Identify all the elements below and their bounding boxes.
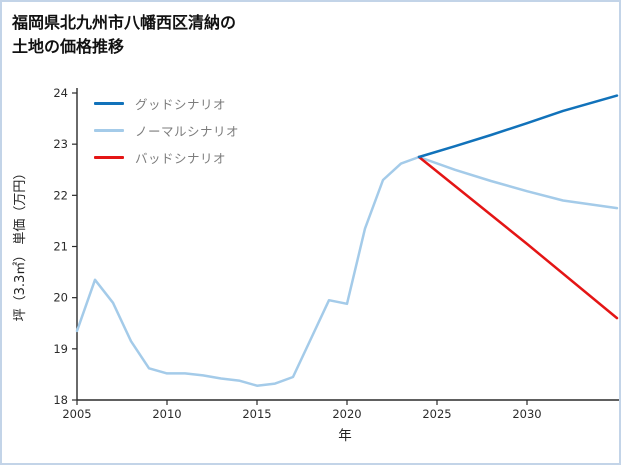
legend-item-normal-scenario: ノーマルシナリオ bbox=[94, 121, 239, 139]
legend-label-good-scenario: グッドシナリオ bbox=[135, 96, 227, 112]
series-line-bad bbox=[417, 155, 619, 320]
series-line-good bbox=[417, 94, 619, 159]
legend-item-good-scenario: グッドシナリオ bbox=[94, 94, 239, 112]
chart-legend: グッドシナリオ ノーマルシナリオ バッドシナリオ bbox=[94, 94, 239, 175]
y-tick-label: 24 bbox=[53, 86, 68, 100]
y-tick-label: 23 bbox=[53, 137, 68, 151]
y-axis-label: 坪（3.3㎡） 単価（万円） bbox=[13, 166, 28, 322]
legend-item-bad-scenario: バッドシナリオ bbox=[94, 148, 239, 166]
series-line-normal bbox=[75, 155, 619, 387]
legend-swatch-bad-scenario bbox=[94, 155, 124, 159]
x-tick-label: 2015 bbox=[242, 407, 271, 421]
x-tick-label: 2020 bbox=[332, 407, 361, 421]
y-tick-label: 19 bbox=[53, 342, 68, 356]
x-tick-label: 2005 bbox=[62, 407, 91, 421]
x-tick-label: 2025 bbox=[422, 407, 451, 421]
legend-label-normal-scenario: ノーマルシナリオ bbox=[135, 123, 240, 139]
y-tick-label: 21 bbox=[53, 240, 68, 254]
chart-title: 福岡県北九州市八幡西区清納の 土地の価格推移 bbox=[12, 13, 237, 56]
x-tick-label: 2010 bbox=[152, 407, 181, 421]
x-tick-label: 2030 bbox=[512, 407, 541, 421]
legend-swatch-good-scenario bbox=[94, 101, 124, 105]
y-tick-label: 22 bbox=[53, 188, 68, 202]
y-tick-label: 20 bbox=[53, 291, 68, 305]
x-axis-label: 年 bbox=[338, 428, 352, 444]
y-tick-label: 18 bbox=[53, 393, 68, 407]
legend-label-bad-scenario: バッドシナリオ bbox=[135, 150, 227, 166]
legend-swatch-normal-scenario bbox=[94, 128, 124, 132]
